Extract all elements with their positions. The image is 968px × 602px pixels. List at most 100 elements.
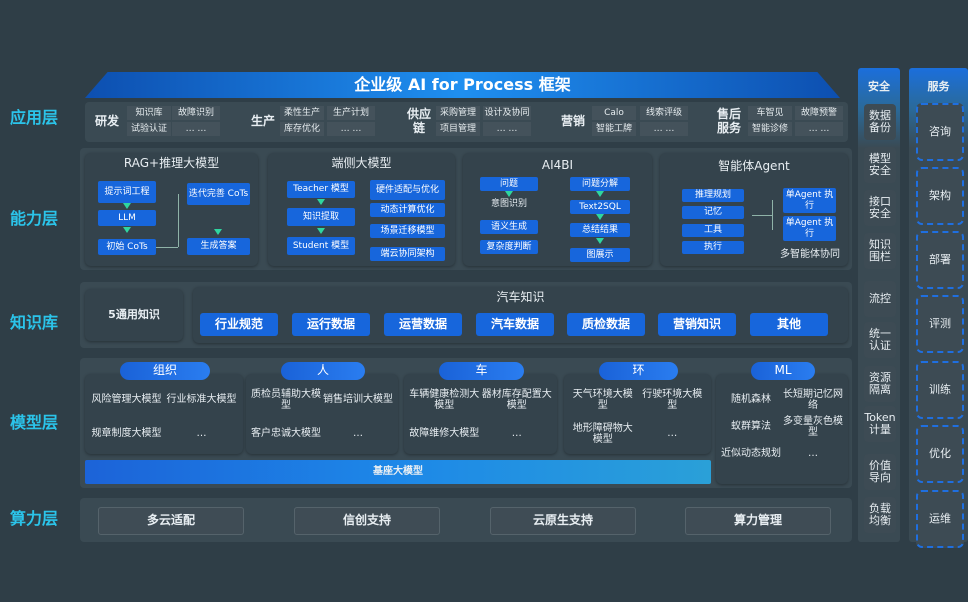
security-title: 安全 [868, 79, 890, 93]
arrow-down-icon [123, 227, 131, 233]
model-group-card [564, 374, 711, 454]
knowledge-item: 营销知识 [658, 313, 736, 336]
knowledge-general-card [85, 289, 183, 341]
rag-box: 提示词工程 [98, 181, 156, 203]
service-item: 评测 [916, 295, 964, 353]
service-item: 运维 [916, 490, 964, 548]
ai4bi-box: 意图识别 [490, 198, 527, 209]
knowledge-item: 质检数据 [567, 313, 645, 336]
service-item: 部署 [916, 231, 964, 289]
knowledge-item: 行业规范 [200, 313, 278, 336]
edge-box: 硬件适配与优化 [370, 180, 445, 200]
arrow-down-icon [317, 199, 325, 205]
connector [772, 200, 773, 230]
compute-item: 信创支持 [294, 507, 440, 535]
compute-item: 云原生支持 [490, 507, 636, 535]
compute-item: 多云适配 [98, 507, 244, 535]
card-title: RAG+推理大模型 [123, 156, 220, 171]
model-item: 随机森林 [731, 394, 771, 406]
security-item: 流控 [864, 281, 896, 317]
agent-box: 单Agent 执行 [783, 188, 836, 213]
model-item: 行驶环境大模型 [642, 388, 703, 412]
app-group-label: 研发 [94, 114, 119, 129]
ai4bi-box: 图展示 [570, 248, 630, 262]
model-group-pill: 组织 [120, 362, 210, 380]
card-title: 智能体Agent [718, 159, 790, 174]
rag-box: 初始 CoTs [98, 239, 156, 255]
card-title: AI4BI [541, 158, 574, 173]
app-group-label: 生产 [250, 114, 275, 129]
model-item: … [196, 428, 207, 440]
model-group-pill: ML [751, 362, 815, 380]
ai4bi-box: 问题 [480, 177, 538, 191]
app-item: … … [795, 122, 843, 136]
ai4bi-box: 复杂度判断 [480, 240, 538, 254]
model-group-card [85, 374, 243, 454]
model-item: … [808, 448, 818, 460]
service-item: 架构 [916, 167, 964, 225]
edge-box: 动态计算优化 [370, 203, 445, 217]
service-item: 优化 [916, 425, 964, 483]
security-item: 负载均衡 [864, 497, 896, 533]
security-item: 价值导向 [864, 454, 896, 490]
model-group-pill: 人 [281, 362, 365, 380]
base-model-bar: 基座大模型 [85, 460, 711, 484]
app-item: 柔性生产 [280, 106, 324, 120]
edge-box: 知识提取 [287, 208, 355, 226]
model-group-card [404, 374, 557, 454]
layer-label: 知识库 [9, 312, 58, 332]
app-group-label: 供应链 [406, 107, 431, 135]
ai4bi-box: 语义生成 [480, 220, 538, 234]
security-item: 统一认证 [864, 322, 896, 358]
layer-label: 算力层 [9, 508, 58, 528]
app-item: 故障识别 [172, 106, 220, 120]
arrow-down-icon [317, 228, 325, 234]
security-item: 数据备份 [864, 104, 896, 140]
app-item: 采购管理 [436, 106, 480, 120]
knowledge-item: 运行数据 [292, 313, 370, 336]
model-item: 器材库存配置大模型 [481, 388, 552, 412]
ai4bi-box: 问题分解 [570, 177, 630, 191]
app-item: Calo [592, 106, 636, 120]
arrow-down-icon [123, 203, 131, 209]
knowledge-auto-title: 汽车知识 [496, 290, 545, 305]
agent-box: 执行 [682, 241, 744, 254]
model-item: 近似动态规划 [721, 448, 781, 460]
layer-label: 模型层 [9, 412, 58, 432]
app-item: 智能诊修 [748, 122, 792, 136]
arrow-down-icon [214, 229, 222, 235]
model-item: 天气环境大模型 [572, 388, 633, 412]
model-item: 客户忠诚大模型 [251, 428, 321, 440]
model-item: … [511, 428, 522, 440]
connector [156, 247, 178, 248]
edge-box: 场景迁移模型 [370, 224, 445, 238]
app-item: 设计及协同 [483, 106, 531, 120]
service-item: 咨询 [916, 103, 964, 161]
model-group-card [246, 374, 398, 454]
security-item: 接口安全 [864, 190, 896, 226]
security-item: 模型安全 [864, 147, 896, 183]
model-item: … [353, 428, 363, 440]
model-item: 车辆健康检测大模型 [409, 388, 480, 412]
layer-label: 应用层 [9, 107, 58, 127]
connector [752, 215, 772, 216]
app-item: … … [640, 122, 688, 136]
app-item: 生产计划 [327, 106, 375, 120]
arrow-down-icon [596, 191, 604, 197]
model-item: 多变量灰色模型 [783, 415, 843, 439]
security-item: 知识围栏 [864, 233, 896, 269]
app-item: 知识库 [127, 106, 171, 120]
app-item: 车智见 [748, 106, 792, 120]
model-item: 长短期记忆网络 [783, 388, 843, 412]
ai4bi-box: 总结结果 [570, 223, 630, 237]
knowledge-item: 汽车数据 [476, 313, 554, 336]
agent-box: 单Agent 执行 [783, 216, 836, 241]
layer-label: 能力层 [9, 208, 58, 228]
agent-box: 工具 [682, 224, 744, 237]
edge-box: 端云协同架构 [370, 247, 445, 261]
agent-footer: 多智能体协同 [780, 249, 840, 261]
edge-box: Student 模型 [287, 237, 355, 255]
model-item: 行业标准大模型 [166, 394, 237, 406]
model-item: 风险管理大模型 [91, 394, 162, 406]
model-item: 蚁群算法 [731, 421, 771, 433]
